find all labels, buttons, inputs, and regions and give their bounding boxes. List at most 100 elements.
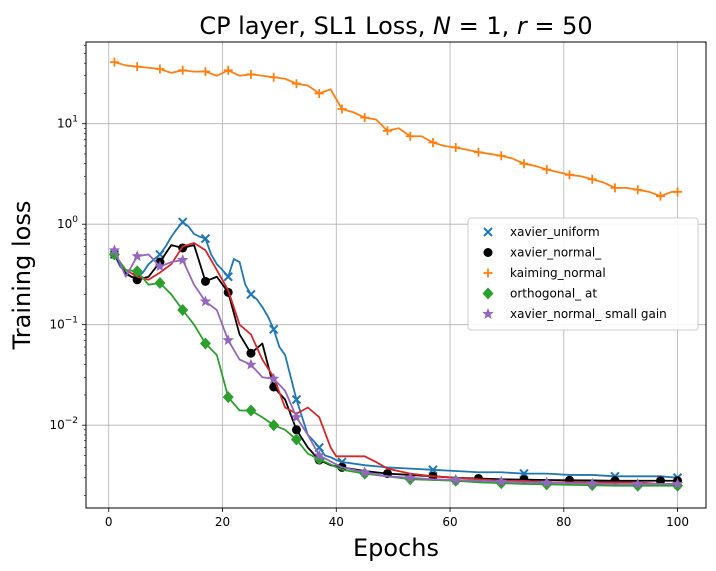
ticks: 0 20 40 60 80 100 10−2 10−1 100 101 [49, 45, 689, 529]
star-marker-shape [671, 477, 684, 489]
series-kaiming-normal [109, 57, 683, 201]
data-point [246, 69, 256, 79]
data-point [177, 304, 189, 317]
star-marker-shape [108, 244, 121, 256]
plus-marker-shape [451, 142, 461, 152]
legend-entry-label: orthogonal_ at [510, 287, 597, 301]
y-tick-label: 100 [57, 215, 78, 231]
data-point [222, 334, 234, 346]
y-tick-label: 10−2 [49, 416, 78, 432]
plus-marker-shape [483, 268, 493, 278]
star-marker-shape [176, 254, 189, 265]
series-layer [108, 57, 684, 492]
x-marker-shape [483, 227, 493, 237]
data-point [176, 254, 189, 265]
plus-marker-shape [655, 191, 665, 201]
data-point [177, 217, 188, 227]
data-point [671, 477, 684, 489]
x-marker-shape [428, 465, 438, 475]
star-marker-shape [313, 449, 325, 461]
data-point [451, 142, 461, 152]
legend-marker [483, 248, 493, 257]
data-point [313, 449, 325, 461]
data-point [154, 260, 166, 272]
data-point [291, 425, 301, 435]
data-point [108, 244, 121, 256]
legend-entry-label: xavier_normal_ [510, 246, 602, 260]
data-point [360, 113, 370, 123]
star-marker-shape [586, 477, 598, 489]
y-tick-label: 10−1 [49, 316, 78, 332]
data-point [428, 138, 438, 147]
data-point [245, 404, 257, 417]
data-point [200, 233, 211, 244]
data-point [541, 476, 553, 488]
series-line [113, 249, 678, 485]
x-tick-label: 0 [105, 515, 113, 529]
diamond-marker-shape [290, 433, 302, 446]
data-point [131, 250, 143, 262]
y-tick-label: 101 [57, 115, 78, 131]
data-point [199, 295, 212, 307]
diamond-marker-shape [268, 419, 280, 432]
x-marker-shape [223, 272, 233, 282]
circle-marker-shape [246, 348, 256, 358]
data-point [450, 473, 462, 485]
star-marker-shape [450, 473, 462, 485]
x-axis-label: Epochs [353, 534, 439, 562]
series-line [113, 253, 678, 487]
star-marker-shape [495, 475, 507, 487]
star-marker-shape [268, 372, 280, 384]
plus-marker-shape [178, 65, 188, 75]
plus-marker-shape [382, 126, 392, 136]
star-marker-shape [359, 466, 371, 478]
y-axis-label: Training loss [8, 201, 36, 351]
data-point [655, 191, 665, 201]
circle-marker-shape [291, 425, 301, 435]
data-point [131, 265, 143, 278]
data-point [200, 67, 210, 77]
star-marker-shape [482, 308, 494, 319]
plus-marker-shape [496, 151, 506, 161]
x-tick-label: 40 [329, 515, 344, 529]
diamond-marker-shape [131, 265, 143, 278]
data-point [673, 187, 683, 197]
plus-marker-shape [519, 159, 529, 169]
data-point [269, 72, 279, 82]
legend-marker [482, 308, 494, 319]
diamond-marker-shape [177, 304, 189, 317]
x-tick-label: 60 [442, 515, 457, 529]
series-line [114, 61, 678, 198]
star-marker-shape [404, 471, 416, 483]
x-marker-shape [200, 233, 211, 244]
data-point [155, 64, 165, 74]
plus-marker-shape [405, 131, 415, 141]
data-point [154, 276, 166, 289]
data-point [632, 477, 644, 489]
data-point [109, 57, 119, 67]
legend-marker [483, 268, 493, 278]
star-marker-shape [154, 260, 166, 272]
data-point [633, 185, 643, 195]
diamond-marker-shape [199, 337, 211, 350]
data-point [473, 147, 483, 157]
plus-marker-shape [610, 183, 620, 193]
plus-marker-shape [155, 64, 165, 74]
x-marker-shape [177, 217, 188, 227]
plus-marker-shape [269, 72, 279, 82]
data-point [246, 289, 256, 300]
legend-marker [482, 287, 494, 300]
diamond-marker-shape [154, 276, 166, 289]
x-marker-shape [268, 324, 279, 335]
x-marker-shape [246, 289, 256, 300]
star-marker-shape [541, 476, 553, 488]
star-marker-shape [131, 250, 143, 262]
plus-marker-shape [132, 62, 142, 72]
x-tick-label: 80 [556, 515, 571, 529]
data-point [587, 174, 597, 184]
data-point [495, 475, 507, 487]
plus-marker-shape [428, 138, 438, 147]
data-point [428, 465, 438, 475]
x-marker-shape [291, 394, 302, 405]
data-point [245, 358, 257, 370]
